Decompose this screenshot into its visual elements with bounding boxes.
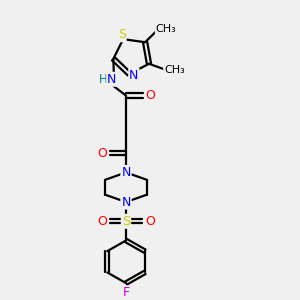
Text: O: O: [145, 89, 155, 102]
Text: N: N: [129, 69, 139, 82]
Text: F: F: [122, 286, 130, 299]
Text: S: S: [122, 215, 130, 228]
Text: N: N: [121, 166, 131, 179]
Text: O: O: [145, 215, 155, 228]
Text: N: N: [107, 73, 117, 86]
Text: H: H: [99, 73, 108, 86]
Text: CH₃: CH₃: [164, 65, 185, 75]
Text: O: O: [97, 147, 107, 160]
Text: N: N: [121, 196, 131, 208]
Text: CH₃: CH₃: [156, 24, 176, 34]
Text: S: S: [118, 28, 126, 41]
Text: O: O: [97, 215, 107, 228]
